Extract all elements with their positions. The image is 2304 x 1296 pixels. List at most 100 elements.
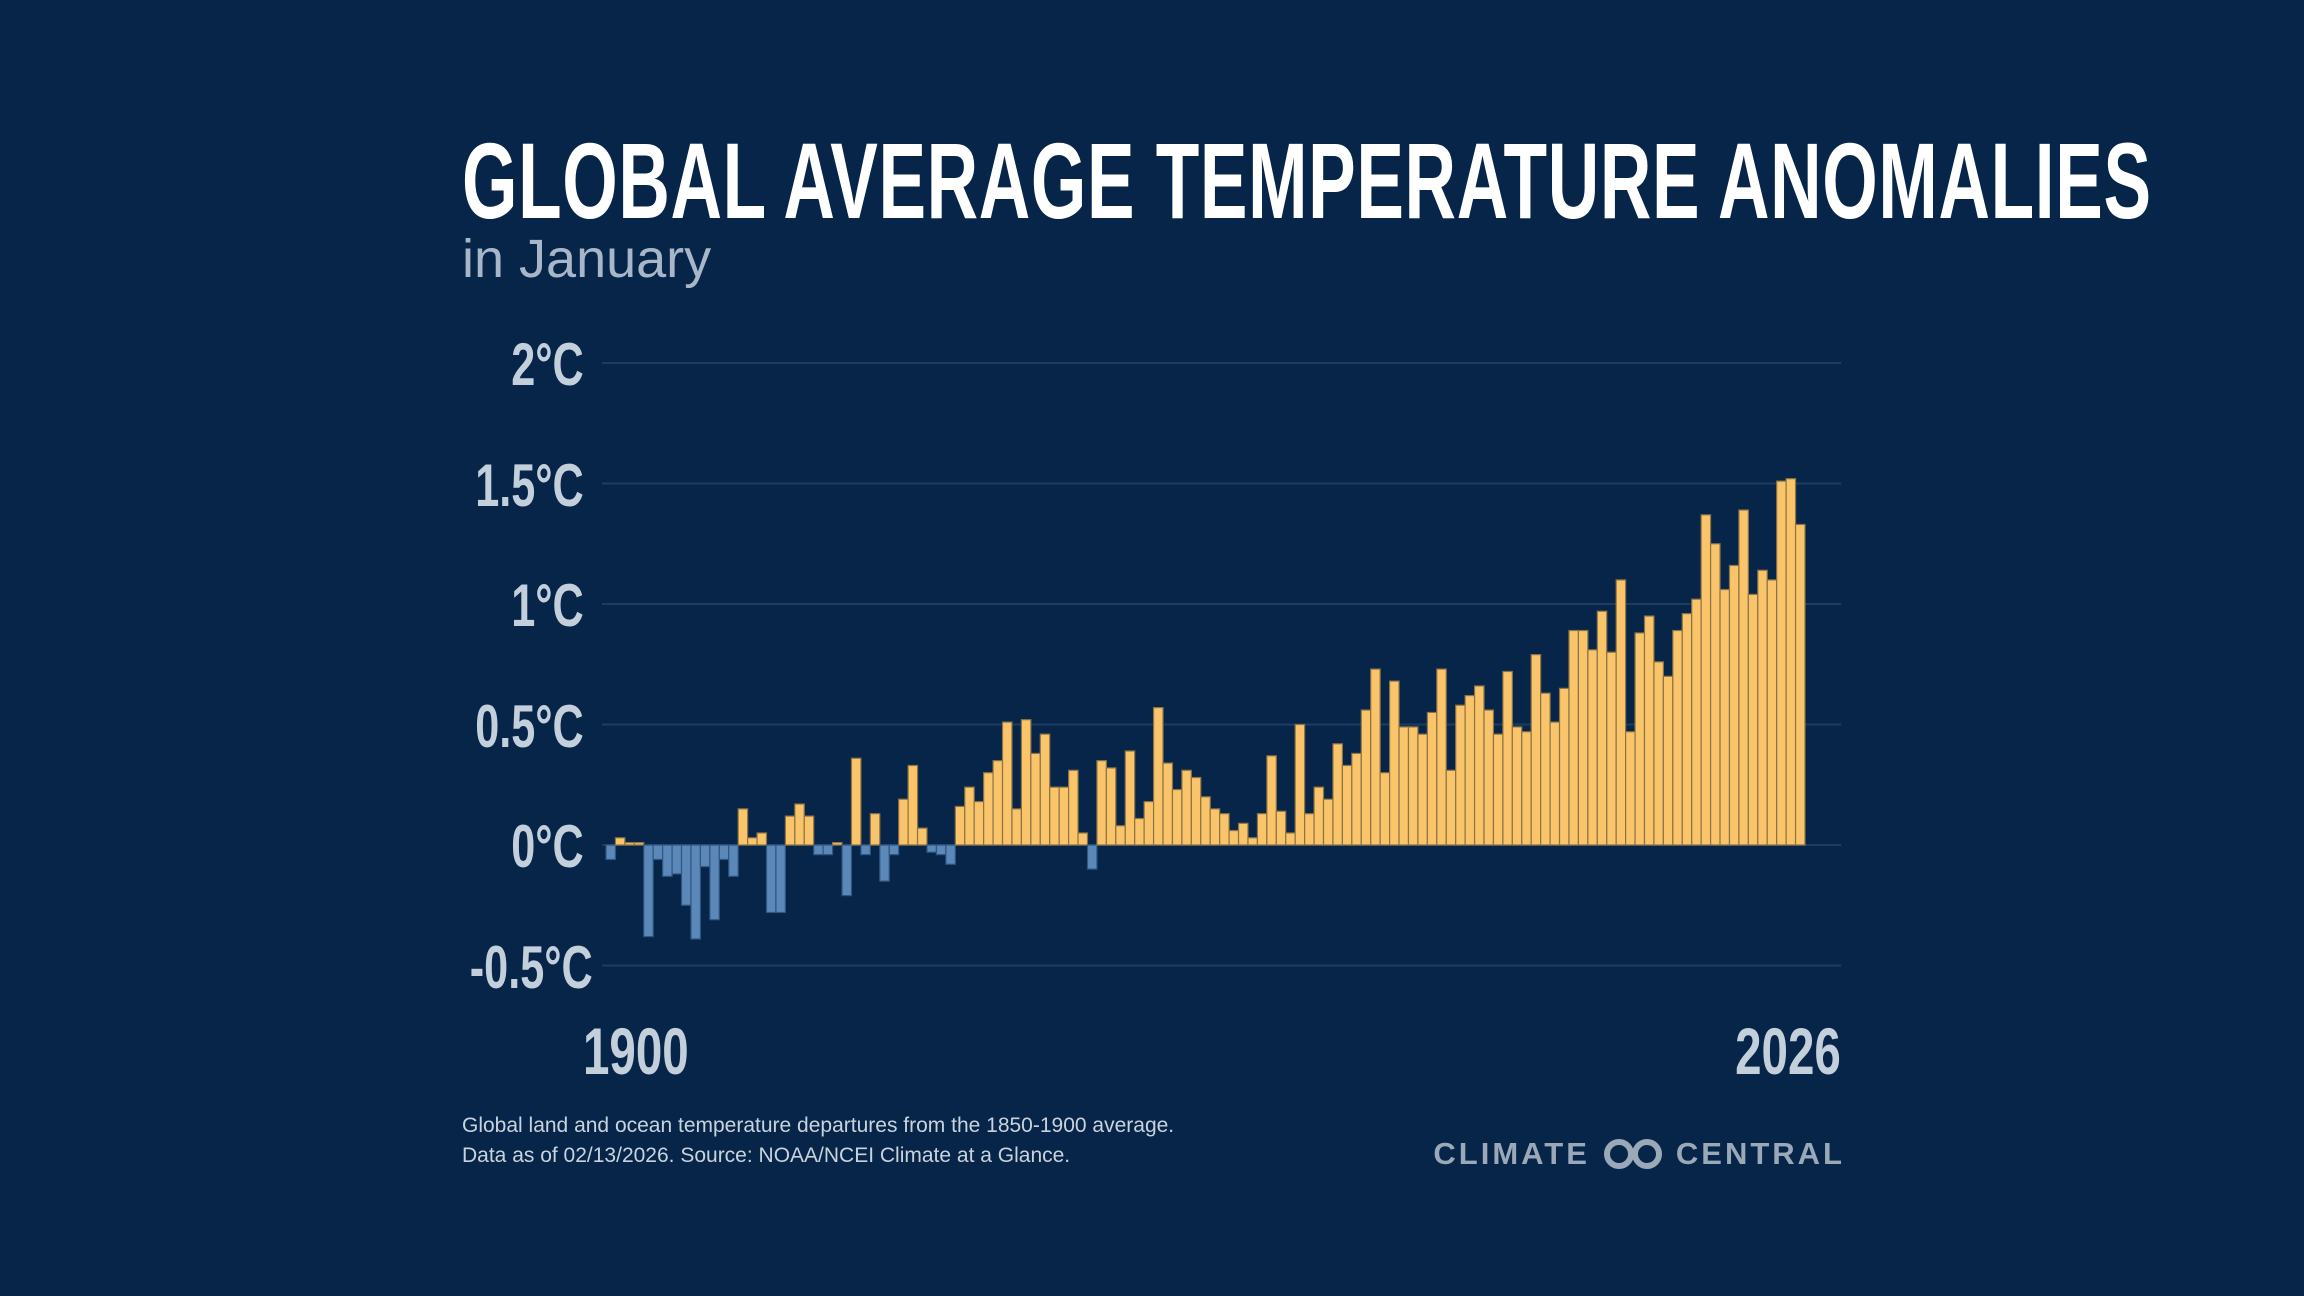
- y-tick-label: 2°C: [511, 331, 584, 398]
- bar-2010: [1643, 615, 1655, 846]
- bar-1967: [1237, 822, 1249, 846]
- bar-1912: [718, 844, 730, 861]
- bar-1902: [624, 841, 635, 846]
- bar-1970: [1266, 755, 1277, 846]
- bar-1926: [850, 757, 862, 846]
- bar-1963: [1200, 796, 1211, 846]
- bar-1907: [671, 844, 683, 875]
- bar-2002: [1568, 629, 1580, 846]
- bar-2004: [1587, 649, 1598, 846]
- bar-2025: [1785, 478, 1797, 846]
- bar-1932: [907, 764, 919, 846]
- bar-1988: [1436, 668, 1447, 846]
- bar-1982: [1379, 772, 1391, 846]
- bar-1959: [1162, 762, 1174, 846]
- bar-1998: [1530, 654, 1542, 846]
- bar-1910: [699, 844, 711, 868]
- bar-1953: [1105, 767, 1117, 846]
- bar-1916: [756, 832, 768, 846]
- x-tick-label: 2026: [1735, 1014, 1841, 1088]
- bar-1923: [822, 844, 834, 856]
- bar-1983: [1388, 680, 1400, 846]
- bar-2017: [1709, 543, 1721, 846]
- bar-2000: [1549, 721, 1561, 846]
- bar-1962: [1190, 776, 1202, 846]
- bar-1969: [1256, 813, 1268, 846]
- footnote-line: Global land and ocean temperature depart…: [462, 1114, 1175, 1137]
- chart-subtitle: in January: [462, 229, 712, 289]
- bar-2012: [1662, 675, 1674, 846]
- bar-1985: [1407, 726, 1419, 846]
- bar-1941: [992, 760, 1004, 846]
- bar-1909: [690, 844, 702, 940]
- bar-1987: [1426, 711, 1438, 846]
- bar-1997: [1521, 731, 1532, 846]
- bar-1957: [1143, 801, 1155, 846]
- bar-1975: [1313, 786, 1325, 846]
- bar-1943: [1011, 808, 1023, 846]
- bar-1927: [860, 844, 871, 856]
- bar-1971: [1275, 810, 1287, 846]
- bar-1944: [1020, 719, 1032, 846]
- bar-1958: [1152, 707, 1164, 846]
- bar-1989: [1445, 769, 1457, 846]
- x-tick-label: 1900: [583, 1014, 689, 1088]
- bar-1938: [964, 786, 975, 846]
- bar-1933: [916, 827, 928, 846]
- bar-2003: [1577, 629, 1589, 846]
- logo-text-right: CENTRAL: [1675, 1136, 1845, 1171]
- bar-1917: [765, 844, 777, 914]
- y-tick-label: 1.5°C: [475, 452, 584, 519]
- bar-2006: [1606, 651, 1617, 846]
- bar-1964: [1209, 808, 1221, 846]
- logo-text-left: CLIMATE: [1433, 1136, 1590, 1171]
- bar-1960: [1171, 788, 1183, 846]
- bar-1935: [935, 844, 947, 856]
- y-tick-label: 0°C: [511, 813, 584, 880]
- bar-1976: [1322, 798, 1334, 846]
- bar-1972: [1285, 832, 1296, 846]
- bar-1934: [926, 844, 938, 853]
- bar-1913: [728, 844, 739, 877]
- bar-1946: [1039, 733, 1051, 846]
- bar-1906: [662, 844, 673, 877]
- bar-1994: [1492, 733, 1504, 846]
- bar-1978: [1341, 764, 1353, 846]
- bar-1922: [813, 844, 824, 856]
- bar-1936: [945, 844, 956, 865]
- bar-1919: [784, 815, 796, 846]
- bar-1999: [1540, 692, 1551, 846]
- bar-1952: [1096, 760, 1107, 846]
- bar-1915: [747, 837, 758, 846]
- bar-1966: [1228, 829, 1240, 846]
- bar-1920: [794, 803, 805, 846]
- bar-1904: [643, 844, 654, 938]
- bar-1930: [888, 844, 900, 856]
- bar-1948: [1058, 786, 1070, 846]
- bar-1928: [869, 813, 881, 846]
- bar-1993: [1483, 709, 1495, 846]
- bar-1950: [1077, 832, 1089, 846]
- bar-1951: [1086, 844, 1098, 870]
- bar-1961: [1181, 769, 1192, 846]
- bar-1990: [1455, 704, 1466, 846]
- bar-2018: [1719, 588, 1731, 846]
- chart-title: GLOBAL AVERAGE TEMPERATURE ANOMALIES: [462, 120, 2152, 241]
- bar-2024: [1776, 480, 1787, 846]
- bar-1979: [1351, 752, 1362, 846]
- bar-1995: [1502, 670, 1513, 846]
- bar-1929: [879, 844, 890, 882]
- bar-2016: [1700, 514, 1712, 846]
- bar-1991: [1464, 694, 1476, 846]
- bar-2021: [1747, 593, 1759, 846]
- bar-1996: [1511, 726, 1523, 846]
- bar-2013: [1672, 629, 1683, 846]
- bar-1977: [1332, 743, 1343, 846]
- y-tick-label: 1°C: [511, 572, 584, 639]
- bar-1973: [1294, 723, 1306, 846]
- bar-1901: [614, 837, 626, 846]
- bar-1974: [1304, 813, 1315, 846]
- bar-1925: [841, 844, 853, 897]
- bar-1956: [1134, 817, 1145, 846]
- bar-2026: [1794, 523, 1806, 846]
